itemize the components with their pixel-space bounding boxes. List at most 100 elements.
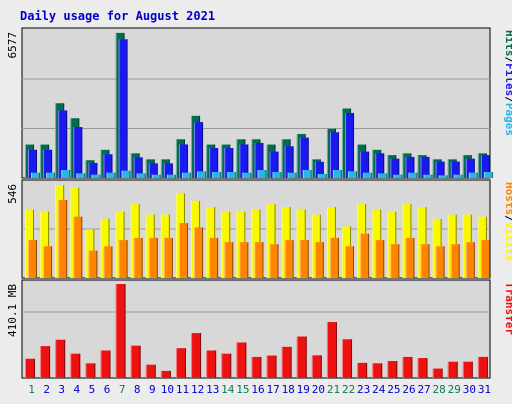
bar-hosts-day-15 [239, 242, 249, 278]
bar-pages-day-20 [317, 174, 327, 178]
day-label-2: 2 [43, 383, 50, 396]
bar-transfer-day-21 [326, 322, 337, 378]
bar-transfer-day-12 [191, 333, 202, 378]
bar-files-day-29 [450, 161, 460, 178]
panel-hits_files_pages-side-label-part: Files [503, 63, 512, 96]
bar-pages-day-9 [151, 174, 161, 178]
bar-hosts-day-4 [73, 216, 83, 278]
bar-hosts-day-5 [88, 250, 98, 278]
day-label-27: 27 [417, 383, 430, 396]
chart-title: Daily usage for August 2021 [20, 9, 215, 23]
day-label-18: 18 [282, 383, 295, 396]
bar-files-day-11 [178, 144, 188, 178]
bar-files-day-17 [269, 151, 279, 178]
bar-transfer-day-15 [236, 342, 247, 378]
bar-pages-day-30 [468, 172, 478, 178]
bar-transfer-day-28 [432, 368, 443, 378]
bar-files-day-14 [224, 148, 234, 178]
day-label-12: 12 [191, 383, 204, 396]
bar-hosts-day-3 [58, 200, 68, 278]
bar-pages-day-21 [332, 170, 342, 178]
bar-files-day-6 [103, 154, 113, 178]
bar-files-day-25 [390, 158, 400, 178]
bar-hosts-day-11 [178, 223, 188, 278]
bar-files-day-10 [163, 163, 173, 178]
bar-pages-day-28 [438, 175, 448, 178]
bar-hosts-day-13 [209, 237, 219, 278]
bar-transfer-day-29 [447, 361, 458, 378]
bar-transfer-day-4 [70, 353, 81, 378]
bar-files-day-16 [254, 142, 264, 178]
panel-hosts_visits-side-label-part: Visits [503, 222, 512, 262]
bar-hosts-day-1 [28, 240, 37, 278]
bar-transfer-day-6 [100, 350, 111, 378]
day-label-3: 3 [58, 383, 65, 396]
bar-files-day-2 [43, 149, 53, 178]
bar-files-day-8 [133, 157, 143, 178]
day-label-21: 21 [327, 383, 340, 396]
bar-pages-day-11 [181, 172, 191, 178]
panel-hosts_visits-side-label: Hosts/Visits [503, 182, 512, 262]
bar-transfer-day-1 [25, 358, 35, 378]
bar-transfer-day-16 [251, 356, 262, 378]
bar-pages-day-16 [257, 170, 267, 178]
bar-pages-day-31 [483, 172, 493, 178]
bar-pages-day-19 [302, 170, 312, 178]
bar-hosts-day-9 [148, 237, 158, 278]
bar-pages-day-22 [348, 171, 358, 178]
bar-hosts-day-30 [465, 242, 475, 278]
bar-pages-day-29 [453, 174, 463, 178]
day-label-7: 7 [119, 383, 126, 396]
bar-transfer-day-30 [462, 361, 473, 378]
bar-files-day-20 [314, 161, 324, 178]
day-label-26: 26 [402, 383, 415, 396]
bar-files-day-21 [329, 132, 339, 178]
bar-hosts-day-22 [345, 246, 355, 278]
bar-files-day-27 [420, 156, 430, 178]
day-label-11: 11 [176, 383, 189, 396]
bar-pages-day-5 [91, 174, 101, 178]
bar-transfer-day-19 [296, 336, 307, 378]
bar-hosts-day-14 [224, 242, 234, 278]
bar-transfer-day-20 [311, 355, 322, 378]
bar-pages-day-14 [227, 172, 237, 178]
panel-transfer-scale-label: 410.1 MB [6, 284, 19, 337]
bar-files-day-15 [239, 144, 249, 178]
day-label-17: 17 [266, 383, 279, 396]
bar-transfer-day-31 [477, 356, 488, 378]
bar-pages-day-10 [166, 174, 176, 178]
day-label-10: 10 [161, 383, 174, 396]
panel-transfer-side-label-part: Transfer [503, 282, 512, 335]
bar-files-day-7 [118, 39, 128, 178]
panel-hits_files_pages-side-label-part: Pages [503, 103, 512, 136]
bar-files-day-3 [58, 110, 68, 178]
day-label-25: 25 [387, 383, 400, 396]
day-label-5: 5 [89, 383, 96, 396]
bar-hosts-day-23 [360, 233, 370, 278]
bar-transfer-day-24 [372, 363, 383, 378]
bar-transfer-day-9 [145, 364, 156, 378]
bar-pages-day-25 [393, 174, 403, 178]
panel-hosts_visits-side-label-part: / [503, 215, 512, 222]
day-label-8: 8 [134, 383, 141, 396]
bar-transfer-day-23 [357, 362, 368, 378]
bar-pages-day-23 [363, 172, 373, 178]
day-label-6: 6 [104, 383, 111, 396]
bar-files-day-22 [345, 112, 355, 178]
day-label-4: 4 [74, 383, 81, 396]
bar-files-day-26 [405, 156, 415, 178]
day-label-23: 23 [357, 383, 370, 396]
bar-hosts-day-26 [405, 237, 415, 278]
panel-hits_files_pages-side-label-part: Hits [503, 30, 512, 57]
bar-hosts-day-28 [435, 246, 445, 278]
day-label-24: 24 [372, 383, 386, 396]
bar-pages-day-1 [31, 172, 40, 178]
bar-pages-day-24 [378, 173, 388, 178]
bar-hosts-day-12 [194, 227, 204, 278]
bar-files-day-13 [209, 148, 219, 178]
bar-hosts-day-17 [269, 244, 279, 278]
bar-files-day-9 [148, 163, 158, 178]
bar-pages-day-3 [61, 170, 71, 178]
bar-hosts-day-6 [103, 246, 113, 278]
